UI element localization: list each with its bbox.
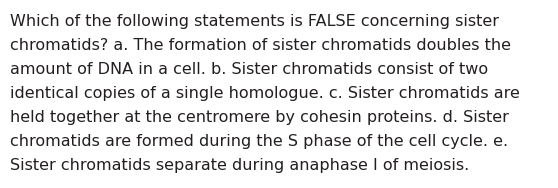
Text: Sister chromatids separate during anaphase I of meiosis.: Sister chromatids separate during anapha…	[10, 158, 469, 173]
Text: held together at the centromere by cohesin proteins. d. Sister: held together at the centromere by cohes…	[10, 110, 509, 125]
Text: chromatids are formed during the S phase of the cell cycle. e.: chromatids are formed during the S phase…	[10, 134, 508, 149]
Text: identical copies of a single homologue. c. Sister chromatids are: identical copies of a single homologue. …	[10, 86, 520, 101]
Text: chromatids? a. The formation of sister chromatids doubles the: chromatids? a. The formation of sister c…	[10, 38, 511, 53]
Text: Which of the following statements is FALSE concerning sister: Which of the following statements is FAL…	[10, 14, 499, 29]
Text: amount of DNA in a cell. b. Sister chromatids consist of two: amount of DNA in a cell. b. Sister chrom…	[10, 62, 488, 77]
